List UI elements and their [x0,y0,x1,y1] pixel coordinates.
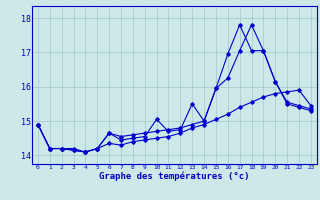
X-axis label: Graphe des températures (°c): Graphe des températures (°c) [99,172,250,181]
